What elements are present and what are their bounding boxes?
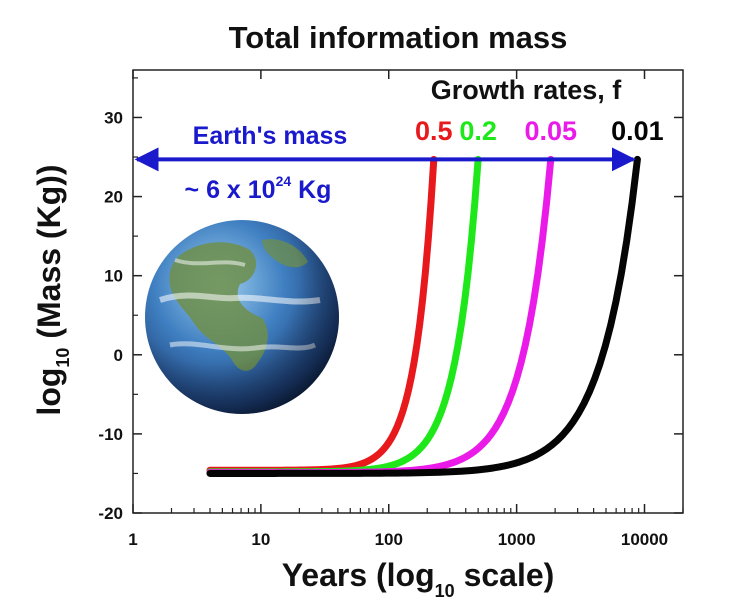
y-tick-label: 10 xyxy=(104,267,123,286)
x-axis-label: Years (log10 scale) xyxy=(282,557,555,601)
series-lines xyxy=(206,155,641,477)
series-line-0-01 xyxy=(206,155,641,477)
legend: 0.5 0.2 0.05 0.01 xyxy=(415,116,664,146)
earth-globe-icon xyxy=(145,220,339,414)
x-axis: 1 10 100 1000 10000 xyxy=(128,70,684,549)
y-tick-label: -10 xyxy=(98,425,123,444)
earth-mass-value: ~ 6 x 1024 Kg xyxy=(185,173,332,204)
y-tick-label: 30 xyxy=(104,108,123,127)
x-tick-label: 1000 xyxy=(498,530,536,549)
y-tick-label: -20 xyxy=(98,504,123,523)
legend-entry-0-01: 0.01 xyxy=(611,116,664,146)
x-tick-label: 10 xyxy=(251,530,270,549)
earth-mass-label: Earth's mass xyxy=(193,122,348,150)
legend-entry-0-2: 0.2 xyxy=(459,116,497,146)
x-tick-label: 1 xyxy=(128,530,137,549)
y-tick-label: 0 xyxy=(114,346,123,365)
x-tick-label: 100 xyxy=(375,530,403,549)
x-tick-label: 10000 xyxy=(621,530,668,549)
legend-title: Growth rates, f xyxy=(431,75,623,105)
y-axis-label: log10 (Mass (Kg)) xyxy=(31,164,73,415)
chart-title: Total information mass xyxy=(229,20,568,55)
legend-entry-0-5: 0.5 xyxy=(415,116,453,146)
y-tick-label: 20 xyxy=(104,188,123,207)
legend-entry-0-05: 0.05 xyxy=(525,116,578,146)
y-axis: -20 -10 0 10 20 30 xyxy=(98,77,683,523)
plot-frame xyxy=(132,69,684,514)
